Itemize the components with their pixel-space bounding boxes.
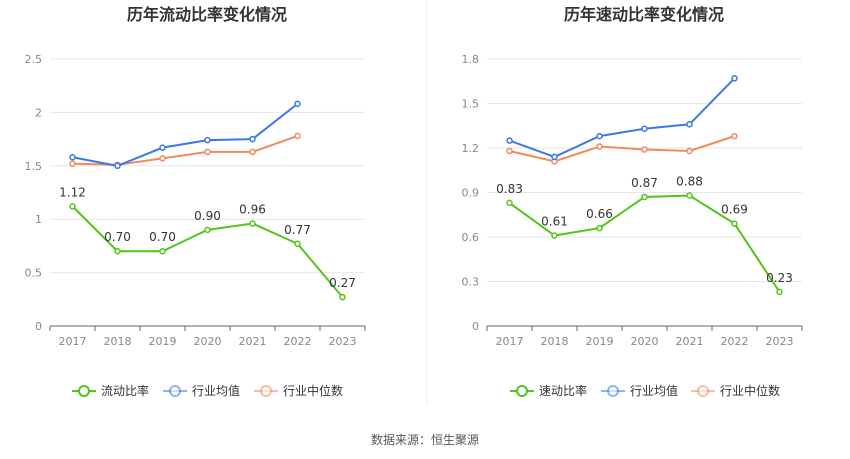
x-tick-label: 2019: [149, 335, 177, 348]
data-point: [551, 232, 558, 239]
data-point: [204, 226, 211, 234]
data-label: 0.87: [631, 176, 658, 190]
series-line: [72, 103, 299, 167]
y-tick-label: 0: [472, 320, 479, 333]
data-point: [294, 100, 301, 108]
data-point: [551, 153, 558, 161]
x-tick-label: 2021: [239, 335, 267, 348]
y-tick-label: 1.5: [25, 160, 43, 173]
legend-label: 流动比率: [101, 383, 149, 398]
chart-title: 历年速动比率变化情况: [564, 5, 724, 24]
data-point: [294, 132, 301, 140]
data-point: [506, 137, 513, 144]
x-tick-label: 2022: [284, 335, 312, 348]
data-point: [69, 160, 76, 167]
x-tick-label: 2018: [104, 335, 132, 348]
y-tick-label: 1.2: [462, 142, 480, 155]
x-tick-label: 2023: [766, 335, 794, 348]
y-tick-label: 1: [35, 213, 42, 226]
x-tick-label: 2022: [721, 335, 749, 348]
y-tick-label: 2: [35, 106, 42, 119]
y-tick-label: 0.5: [25, 267, 43, 280]
data-point: [339, 293, 346, 301]
current-ratio-panel: 历年流动比率变化情况 0 0.5 1 1.5 2 2.5 2017 2018 2019 2020 20…: [25, 5, 366, 398]
data-label: 1.12: [59, 185, 86, 199]
legend-label: 速动比率: [539, 383, 587, 398]
data-point: [686, 121, 693, 128]
data-point: [249, 148, 256, 156]
data-point: [596, 132, 603, 140]
series-line: [509, 135, 735, 163]
data-point: [249, 135, 256, 143]
legend-label: 行业均值: [192, 383, 240, 398]
y-tick-label: 0.6: [462, 231, 480, 244]
data-point: [596, 224, 603, 232]
legend-marker-icon: [78, 385, 90, 397]
data-point: [731, 220, 738, 227]
y-tick-label: 0: [35, 320, 42, 333]
data-label: 0.69: [721, 203, 748, 217]
data-point: [506, 147, 513, 155]
data-point: [204, 136, 211, 144]
x-tick-label: 2017: [59, 335, 87, 348]
y-tick-label: 0.9: [462, 187, 480, 200]
legend-label: 行业中位数: [720, 383, 780, 398]
data-point: [731, 75, 738, 82]
data-point: [641, 193, 648, 201]
x-tick-label: 2017: [496, 335, 524, 348]
data-point: [114, 162, 121, 170]
data-point: [159, 247, 166, 255]
x-tick-label: 2018: [541, 335, 569, 348]
series-line: [72, 134, 298, 166]
data-label: 0.23: [766, 271, 793, 285]
quick-ratio-panel: 历年速动比率变化情况 0 0.3 0.6 0.9 1.2 1.5 1.8 2017 2018 201…: [462, 5, 803, 398]
series-line: [509, 77, 736, 158]
data-point: [114, 247, 121, 255]
data-point: [686, 147, 693, 155]
legend-marker-icon: [169, 385, 181, 397]
data-point: [641, 125, 648, 132]
data-label: 0.66: [586, 207, 613, 221]
data-point: [294, 240, 301, 248]
y-tick-label: 1.8: [462, 53, 480, 66]
data-label: 0.70: [104, 230, 131, 244]
data-point: [506, 199, 513, 207]
x-tick-label: 2023: [329, 335, 357, 348]
data-point: [596, 143, 603, 150]
data-point: [776, 288, 783, 296]
data-point: [159, 155, 166, 162]
x-tick-label: 2020: [631, 335, 659, 348]
data-point: [249, 220, 256, 227]
x-tick-label: 2019: [586, 335, 614, 348]
legend-marker-icon: [607, 385, 619, 397]
y-tick-label: 1.5: [462, 98, 480, 111]
data-point: [641, 146, 648, 153]
y-tick-label: 0.3: [462, 276, 480, 289]
data-label: 0.96: [239, 202, 266, 216]
legend-marker-icon: [516, 385, 528, 397]
legend-label: 行业中位数: [283, 383, 343, 398]
data-label: 0.27: [329, 276, 356, 290]
legend-marker-icon: [697, 385, 709, 397]
x-tick-label: 2020: [194, 335, 222, 348]
chart-title: 历年流动比率变化情况: [127, 5, 287, 24]
data-point: [69, 154, 76, 161]
data-point: [69, 203, 76, 210]
data-label: 0.61: [541, 215, 568, 229]
data-point: [159, 144, 166, 151]
data-point: [731, 132, 738, 140]
data-point: [204, 148, 211, 156]
data-source-note: 数据来源：恒生聚源: [370, 433, 479, 447]
data-label: 0.90: [194, 209, 221, 223]
data-point: [686, 192, 693, 199]
y-tick-label: 2.5: [25, 53, 43, 66]
data-label: 0.77: [284, 223, 311, 237]
data-label: 0.88: [676, 174, 703, 188]
data-label: 0.83: [496, 182, 523, 196]
legend-label: 行业均值: [630, 383, 678, 398]
x-tick-label: 2021: [676, 335, 704, 348]
data-label: 0.70: [149, 230, 176, 244]
legend-marker-icon: [260, 385, 272, 397]
